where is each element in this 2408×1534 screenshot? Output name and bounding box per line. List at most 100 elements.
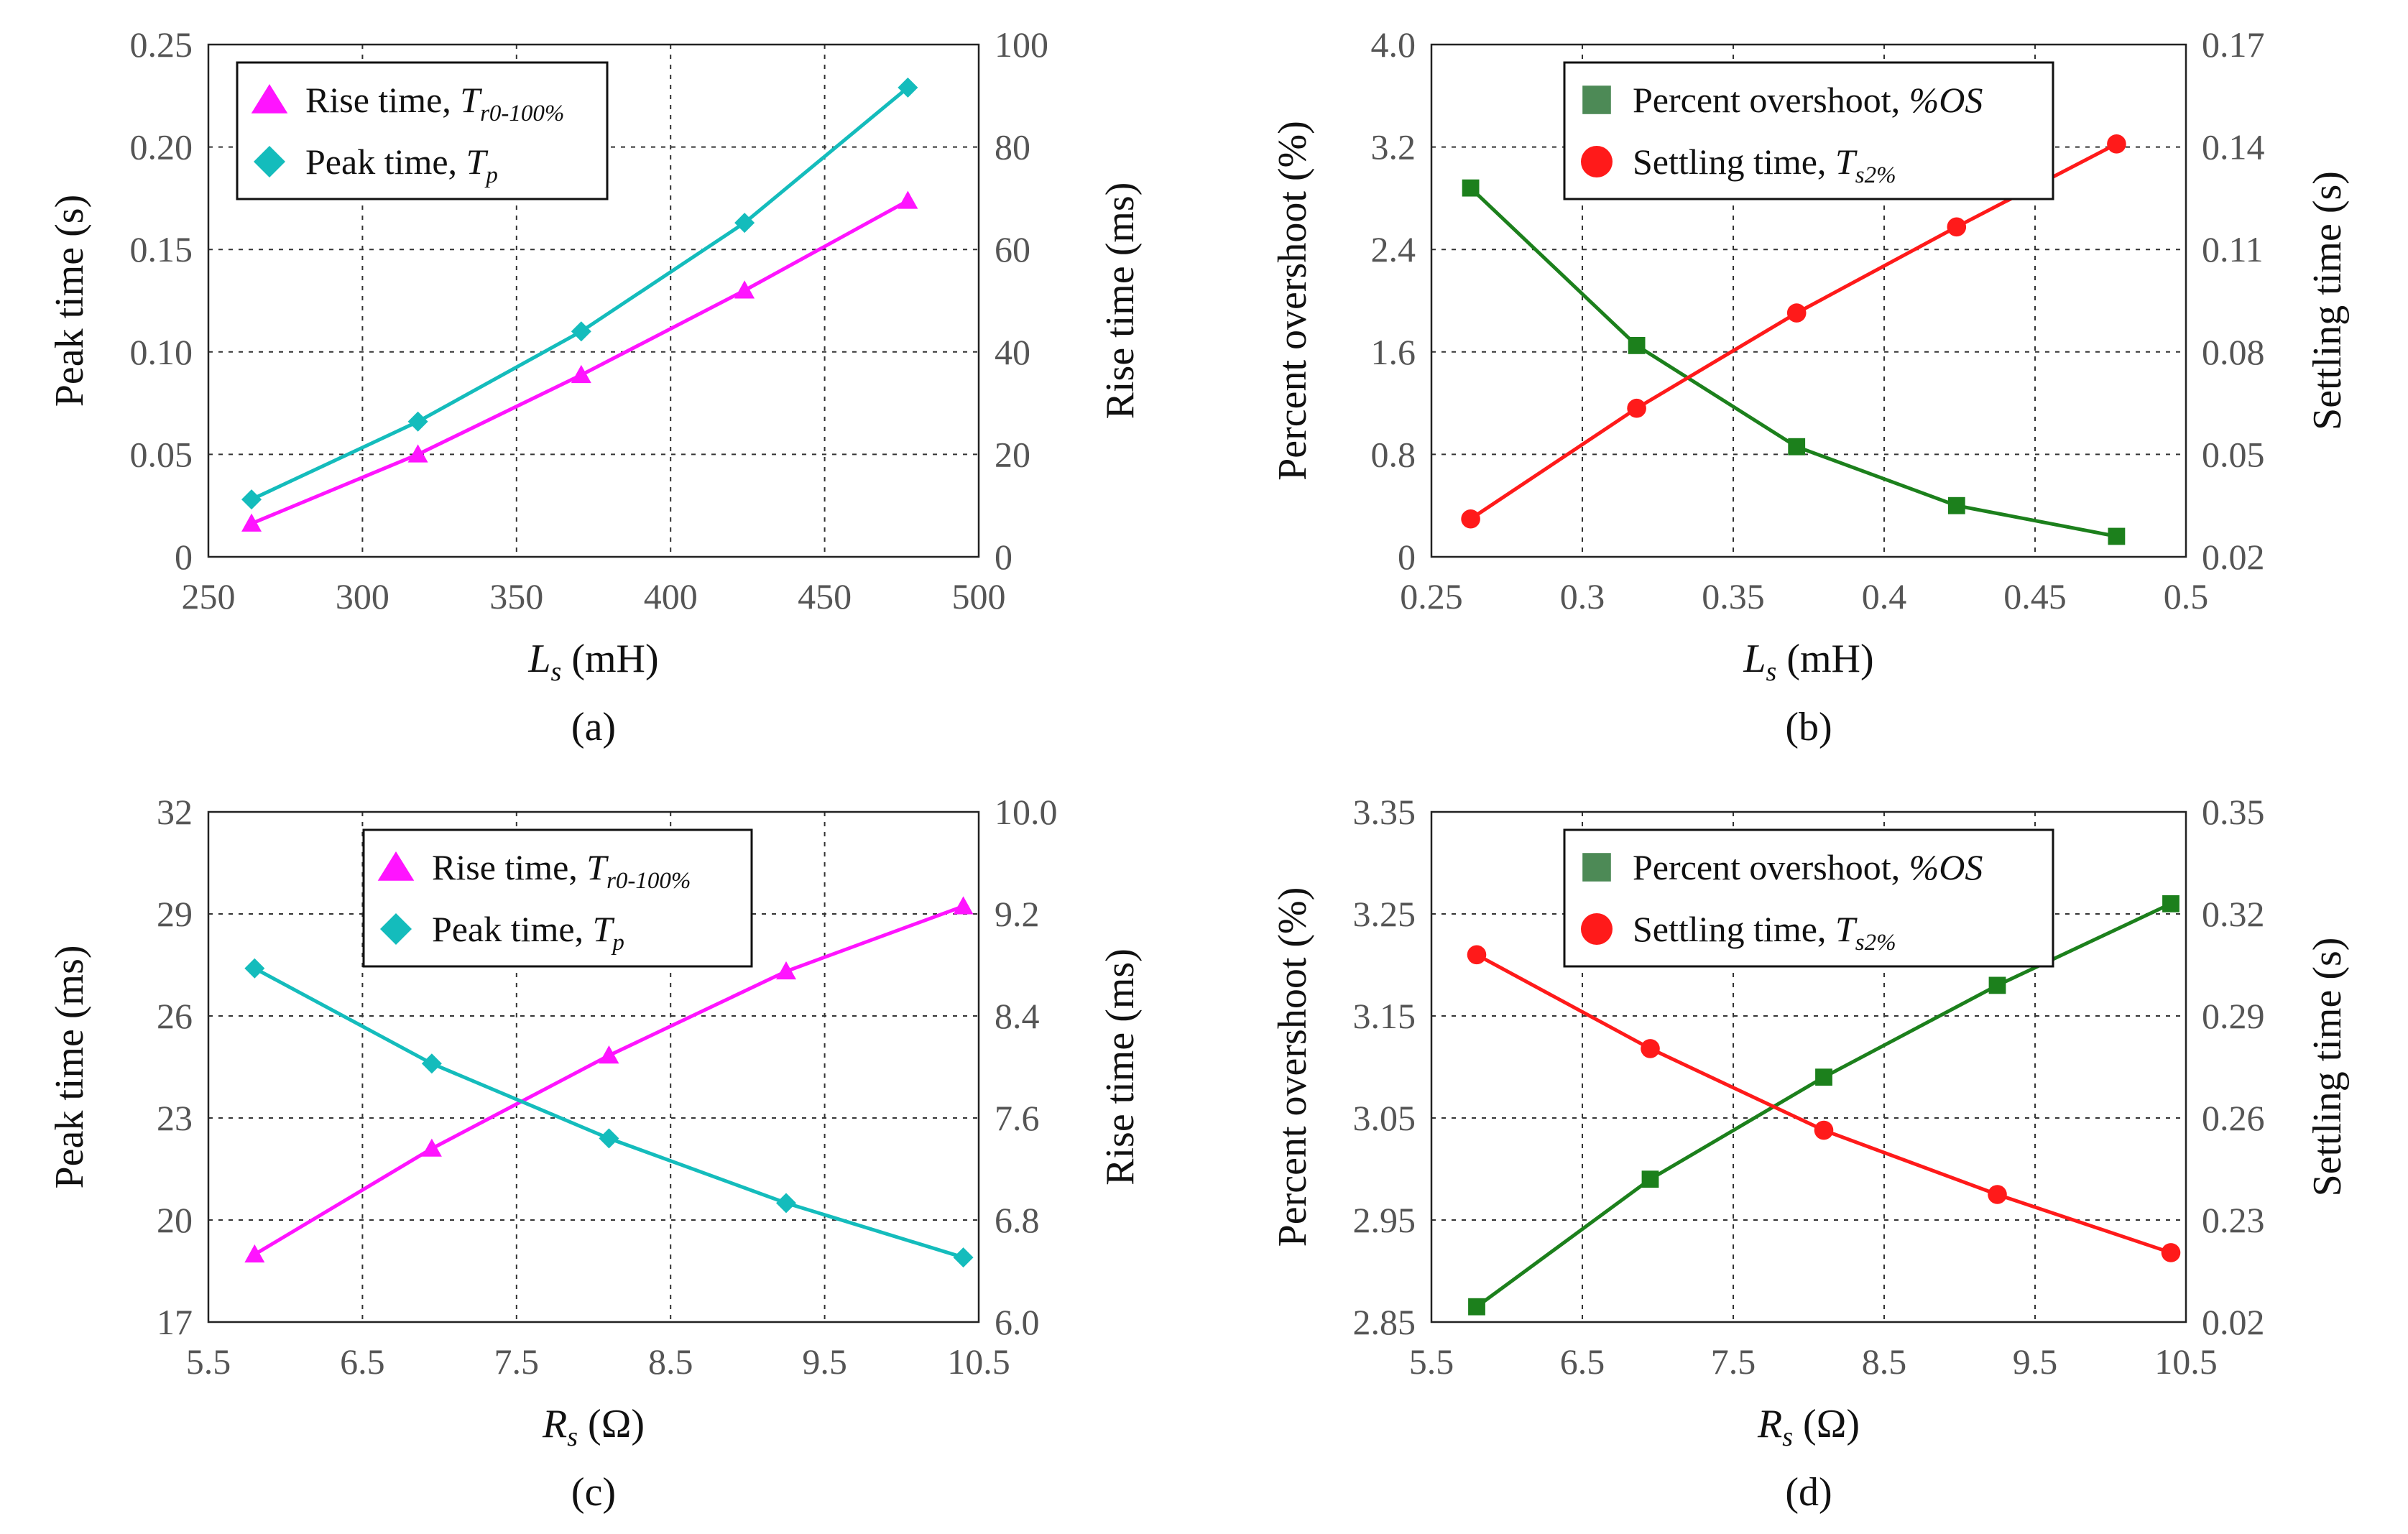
y-left-tick-label: 3.2: [1371, 127, 1416, 167]
x-axis-subscript: s: [567, 1422, 578, 1452]
y-left-tick-label: 23: [157, 1098, 193, 1138]
y-right-tick-label: 6.8: [995, 1200, 1040, 1240]
data-point: [571, 321, 591, 342]
x-axis-label: Rs (Ω): [1757, 1402, 1860, 1452]
y-left-tick-label: 2.4: [1371, 229, 1416, 269]
y-left-tick-label: 17: [157, 1302, 193, 1342]
data-point: [1468, 1298, 1485, 1316]
legend-marker: [377, 851, 415, 881]
y-right-tick-label: 0.17: [2202, 24, 2265, 65]
y-right-tick-label: 80: [995, 127, 1030, 167]
data-point: [2161, 1243, 2181, 1262]
data-point: [241, 513, 262, 532]
x-tick-label: 6.5: [340, 1341, 385, 1382]
data-point: [1788, 438, 1806, 456]
data-point: [734, 213, 755, 234]
y-right-tick-label: 0.32: [2202, 894, 2265, 934]
y-left-tick-label: 26: [157, 996, 193, 1036]
data-point: [2108, 527, 2126, 545]
data-point: [898, 190, 918, 209]
y-right-tick-label: 10.0: [995, 792, 1058, 832]
chart-a: 250 300 350 400 450 50000.050.100.150.200.250…: [47, 24, 1143, 749]
plot-frame: [207, 810, 980, 1323]
x-tick-label: 450: [798, 576, 852, 616]
series-1: [1467, 945, 2181, 1262]
y-right-tick-label: 0: [995, 537, 1012, 577]
legend-entry-text: Rise time, Tr0-100%: [432, 847, 691, 894]
y-right-axis-label: Settling time (s): [2305, 938, 2350, 1197]
y-right-tick-label: 7.6: [995, 1098, 1040, 1138]
y-right-tick-label: 0.05: [2202, 434, 2265, 474]
x-tick-label: 7.5: [1711, 1341, 1756, 1382]
data-point: [421, 1053, 442, 1074]
y-left-tick-label: 2.95: [1353, 1200, 1416, 1240]
x-tick-label: 10.5: [2154, 1341, 2218, 1382]
x-tick-label: 7.5: [494, 1341, 540, 1382]
legend: Rise time, Tr0-100% Peak time, Tp: [362, 828, 753, 968]
legend-marker: [1581, 913, 1613, 945]
y-left-tick-label: 3.15: [1353, 996, 1416, 1036]
y-left-axis-label: Peak time (s): [47, 195, 92, 407]
legend-subscript: s2%: [1855, 930, 1896, 956]
x-axis-unit: (mH): [1776, 637, 1873, 681]
data-point: [244, 958, 265, 979]
x-tick-label: 8.5: [1862, 1341, 1907, 1382]
data-point: [953, 896, 974, 915]
legend-symbol: T: [1835, 909, 1858, 949]
legend-name: Peak time,: [432, 909, 593, 949]
panel-caption: (c): [571, 1470, 616, 1515]
y-right-axis-label: Settling time (s): [2305, 171, 2350, 430]
y-left-tick-label: 0.25: [130, 24, 193, 65]
x-axis-symbol: L: [1743, 637, 1766, 681]
legend: Percent overshoot, %OS Settling time, Ts2…: [1563, 61, 2054, 200]
legend-marker: [380, 913, 412, 945]
legend-symbol: T: [586, 847, 609, 887]
legend-name: Peak time,: [305, 142, 466, 182]
legend-entry-text: Peak time, Tp: [305, 142, 498, 188]
data-point: [241, 489, 262, 510]
x-tick-label: 0.5: [2164, 576, 2209, 616]
legend-name: Rise time,: [305, 80, 460, 120]
data-point: [1461, 509, 1480, 529]
y-left-tick-label: 4.0: [1371, 24, 1416, 65]
data-point: [1641, 1039, 1660, 1058]
y-right-tick-label: 0.29: [2202, 996, 2265, 1036]
x-tick-label: 5.5: [186, 1341, 231, 1382]
panel-caption: (b): [1785, 705, 1832, 749]
series-line: [1469, 186, 2117, 538]
y-right-tick-label: 40: [995, 332, 1030, 372]
legend: Percent overshoot, %OS Settling time, Ts2…: [1563, 828, 2054, 968]
legend-name: Rise time,: [432, 847, 586, 887]
legend-box: [236, 61, 609, 200]
y-right-tick-label: 0.26: [2202, 1098, 2265, 1138]
data-point: [1467, 945, 1487, 965]
y-left-tick-label: 32: [157, 792, 193, 832]
x-tick-label: 0.4: [1862, 576, 1907, 616]
y-right-tick-label: 0.08: [2202, 332, 2265, 372]
y-right-axis-label: Rise time (ms): [1098, 182, 1143, 420]
data-point: [734, 280, 755, 299]
legend-marker: [251, 84, 288, 114]
data-point: [898, 77, 918, 98]
data-point: [2107, 134, 2126, 154]
legend-symbol: T: [1835, 142, 1858, 182]
x-tick-label: 500: [952, 576, 1006, 616]
y-right-tick-label: 0.11: [2202, 229, 2264, 269]
data-point: [1814, 1120, 1834, 1140]
legend-symbol: %OS: [1909, 847, 1983, 887]
y-left-tick-label: 0.10: [130, 332, 193, 372]
y-left-tick-label: 3.05: [1353, 1098, 1416, 1138]
series-0: [1468, 895, 2179, 1316]
panel-caption: (a): [571, 705, 616, 749]
y-left-tick-label: 0.8: [1371, 434, 1416, 474]
x-tick-label: 0.25: [1400, 576, 1463, 616]
data-point: [421, 1138, 442, 1157]
legend-marker: [1581, 146, 1613, 177]
chart-c: 5.5 6.5 7.5 8.5 9.5 10.5 17 20 23 26 29 32 6.0 6.8 7.6…: [47, 792, 1143, 1515]
data-point: [407, 444, 428, 463]
x-axis-symbol: R: [1757, 1402, 1782, 1446]
y-left-axis-label: Peak time (ms): [47, 945, 92, 1188]
legend-name: Settling time,: [1633, 142, 1835, 182]
legend-entry-text: Peak time, Tp: [432, 909, 624, 956]
y-left-tick-label: 3.35: [1353, 792, 1416, 832]
